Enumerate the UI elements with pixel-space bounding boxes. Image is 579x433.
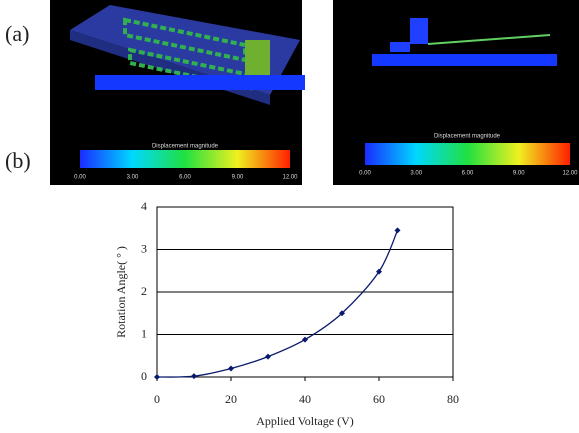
colorbar-tick-label: 12.00 — [282, 175, 298, 181]
page: Displacement magnitude Displacement magn… — [0, 0, 579, 433]
x-tick-label: 80 — [447, 392, 459, 406]
y-tick-label: 1 — [141, 326, 147, 340]
data-point — [302, 337, 308, 343]
data-point — [191, 373, 197, 379]
colorbar-tick-label: 9.00 — [513, 171, 525, 177]
y-tick-label: 0 — [141, 369, 147, 383]
figure: Displacement magnitude Displacement magn… — [0, 0, 579, 433]
panel-label: (b) — [5, 148, 31, 173]
data-point — [154, 374, 160, 380]
x-tick-label: 0 — [154, 392, 160, 406]
render-step — [390, 42, 410, 52]
data-point — [395, 227, 401, 233]
render-substrate — [95, 75, 305, 90]
render-mirror — [410, 18, 428, 44]
colorbar-tick-label: 9.00 — [232, 175, 244, 181]
x-tick-label: 20 — [225, 392, 237, 406]
data-point — [228, 366, 234, 372]
panel-label: (a) — [5, 21, 29, 46]
x-tick-label: 60 — [373, 392, 385, 406]
colorbar-tick-label: 6.00 — [462, 171, 474, 177]
colorbar-tick-label: 0.00 — [359, 171, 371, 177]
colorbar — [365, 143, 570, 165]
colorbar-tick-label: 3.00 — [410, 171, 422, 177]
colorbar — [80, 150, 290, 168]
colorbar-title: Displacement magnitude — [152, 144, 219, 150]
data-line — [157, 230, 398, 377]
colorbar-tick-label: 0.00 — [74, 175, 86, 181]
colorbar-tick-label: 12.00 — [562, 171, 578, 177]
render-pad — [245, 40, 270, 75]
y-tick-label: 3 — [141, 241, 147, 255]
data-point — [265, 354, 271, 360]
colorbar-tick-label: 3.00 — [127, 175, 139, 181]
colorbar-title: Displacement magnitude — [434, 134, 501, 140]
y-tick-label: 2 — [141, 284, 147, 298]
y-axis-label: Rotation Angle( ° ) — [114, 246, 128, 338]
x-axis-label: Applied Voltage (V) — [256, 414, 354, 428]
x-tick-label: 40 — [299, 392, 311, 406]
render-substrate — [372, 54, 557, 66]
y-tick-label: 4 — [141, 199, 147, 213]
colorbar-tick-label: 6.00 — [179, 175, 191, 181]
